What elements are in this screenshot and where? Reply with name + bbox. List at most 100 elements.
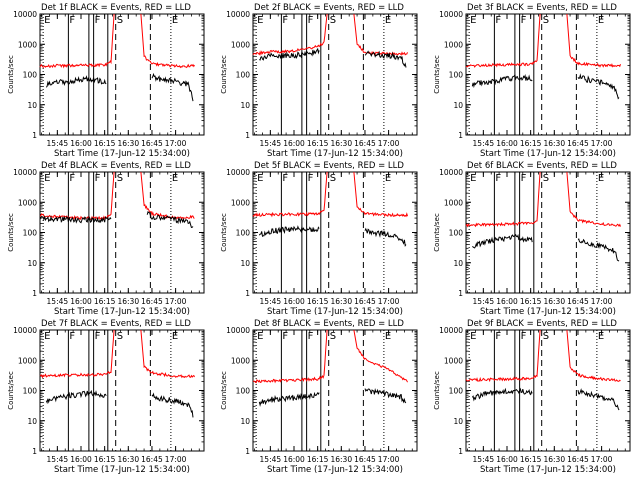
events-series-line (45, 389, 107, 405)
y-tick-label: 10000 (226, 326, 250, 335)
event-marker-label: F (95, 15, 101, 26)
x-tick-label: 16:00 (70, 455, 92, 464)
x-tick-label: 16:00 (496, 139, 518, 148)
x-tick-label: 17:00 (591, 455, 613, 464)
event-marker-label: E (257, 15, 263, 26)
x-tick-label: 15:45 (47, 455, 69, 464)
x-axis-label: Start Time (17-Jun-12 15:34:00) (480, 307, 616, 317)
event-marker-label: S (543, 15, 549, 26)
y-tick-label: 1 (245, 131, 250, 140)
x-tick-label: 16:45 (354, 297, 376, 306)
y-tick-label: 1000 (18, 356, 37, 365)
y-axis-label: Counts/sec (7, 213, 15, 252)
x-tick-label: 16:45 (567, 455, 589, 464)
events-series-line (258, 225, 320, 237)
y-tick-label: 10000 (226, 10, 250, 19)
y-tick-label: 10 (453, 259, 463, 268)
x-tick-label: 16:45 (141, 297, 163, 306)
events-series-line (471, 73, 533, 89)
lld-series-line (252, 171, 328, 218)
y-tick-label: 10000 (13, 168, 37, 177)
x-axis-label: Start Time (17-Jun-12 15:34:00) (267, 149, 403, 159)
x-tick-label: 17:00 (378, 297, 400, 306)
events-series-line (577, 238, 620, 262)
y-tick-label: 1 (245, 447, 250, 456)
y-tick-label: 1000 (444, 198, 463, 207)
chart-title: Det 8f BLACK = Events, RED = LLD (254, 319, 404, 329)
y-tick-label: 1 (245, 289, 250, 298)
event-marker-label: F (282, 331, 288, 342)
x-tick-label: 16:15 (307, 139, 329, 148)
x-tick-label: 15:45 (473, 139, 495, 148)
event-marker-label: E (470, 331, 476, 342)
x-tick-label: 17:00 (591, 297, 613, 306)
event-marker-label: E (44, 15, 50, 26)
events-series-line (39, 215, 112, 224)
y-tick-label: 100 (23, 71, 38, 80)
event-marker-label: E (257, 173, 263, 184)
x-tick-label: 16:15 (520, 455, 542, 464)
x-tick-label: 16:45 (354, 139, 376, 148)
event-marker-label: E (598, 331, 604, 342)
event-marker-label: F (95, 173, 101, 184)
event-marker-label: F (495, 173, 501, 184)
event-marker-label: F (308, 331, 314, 342)
event-marker-label: S (117, 15, 123, 26)
x-tick-label: 16:45 (141, 139, 163, 148)
x-tick-label: 15:45 (47, 297, 69, 306)
detector-panel: Det 8f BLACK = Events, RED = LLD Counts/s… (220, 319, 418, 475)
event-marker-label: F (69, 173, 75, 184)
event-marker-label: F (308, 173, 314, 184)
y-axis-label: Counts/sec (433, 371, 441, 410)
lld-series-line (566, 13, 621, 68)
x-tick-label: 16:45 (567, 139, 589, 148)
x-tick-label: 16:00 (70, 297, 92, 306)
events-series-line (471, 387, 533, 402)
event-marker-label: S (330, 173, 336, 184)
plot-frame (252, 13, 418, 136)
x-axis-label: Start Time (17-Jun-12 15:34:00) (267, 465, 403, 475)
y-tick-label: 100 (236, 229, 251, 238)
y-tick-label: 100 (449, 229, 464, 238)
x-tick-label: 16:45 (567, 297, 589, 306)
x-tick-label: 17:00 (165, 455, 187, 464)
events-series-line (258, 391, 320, 407)
x-tick-label: 15:45 (260, 455, 282, 464)
x-tick-label: 16:15 (307, 297, 329, 306)
lld-series-line (566, 171, 621, 227)
event-marker-label: F (521, 173, 527, 184)
y-tick-label: 1000 (18, 40, 37, 49)
y-tick-label: 1000 (231, 40, 250, 49)
y-tick-label: 10 (240, 101, 250, 110)
detector-panel: Det 4f BLACK = Events, RED = LLD Counts/s… (7, 161, 205, 317)
y-tick-label: 10000 (13, 326, 37, 335)
y-tick-label: 100 (236, 387, 251, 396)
detector-panel: Det 3f BLACK = Events, RED = LLD Counts/s… (433, 3, 631, 159)
x-tick-label: 16:30 (330, 455, 352, 464)
chart-title: Det 5f BLACK = Events, RED = LLD (254, 161, 404, 171)
x-tick-label: 15:45 (473, 455, 495, 464)
plot-frame (39, 329, 205, 452)
y-tick-label: 100 (23, 229, 38, 238)
lld-series-line (140, 329, 195, 379)
x-tick-label: 15:45 (47, 139, 69, 148)
events-series-line (364, 227, 407, 247)
lld-series-line (39, 171, 115, 221)
event-marker-label: S (117, 173, 123, 184)
lld-series-line (353, 171, 408, 218)
events-series-line (364, 50, 407, 68)
y-axis-label: Counts/sec (433, 213, 441, 252)
x-tick-label: 16:30 (117, 139, 139, 148)
plot-frame (39, 171, 205, 294)
x-tick-label: 16:30 (543, 455, 565, 464)
plot-frame (465, 171, 631, 294)
y-tick-label: 100 (23, 387, 38, 396)
y-axis-label: Counts/sec (220, 371, 228, 410)
x-tick-label: 17:00 (165, 297, 187, 306)
y-tick-label: 100 (449, 71, 464, 80)
lld-series-line (140, 13, 195, 69)
x-tick-label: 16:30 (543, 139, 565, 148)
event-marker-label: E (257, 331, 263, 342)
lld-series-line (252, 13, 328, 56)
plot-frame (252, 329, 418, 452)
